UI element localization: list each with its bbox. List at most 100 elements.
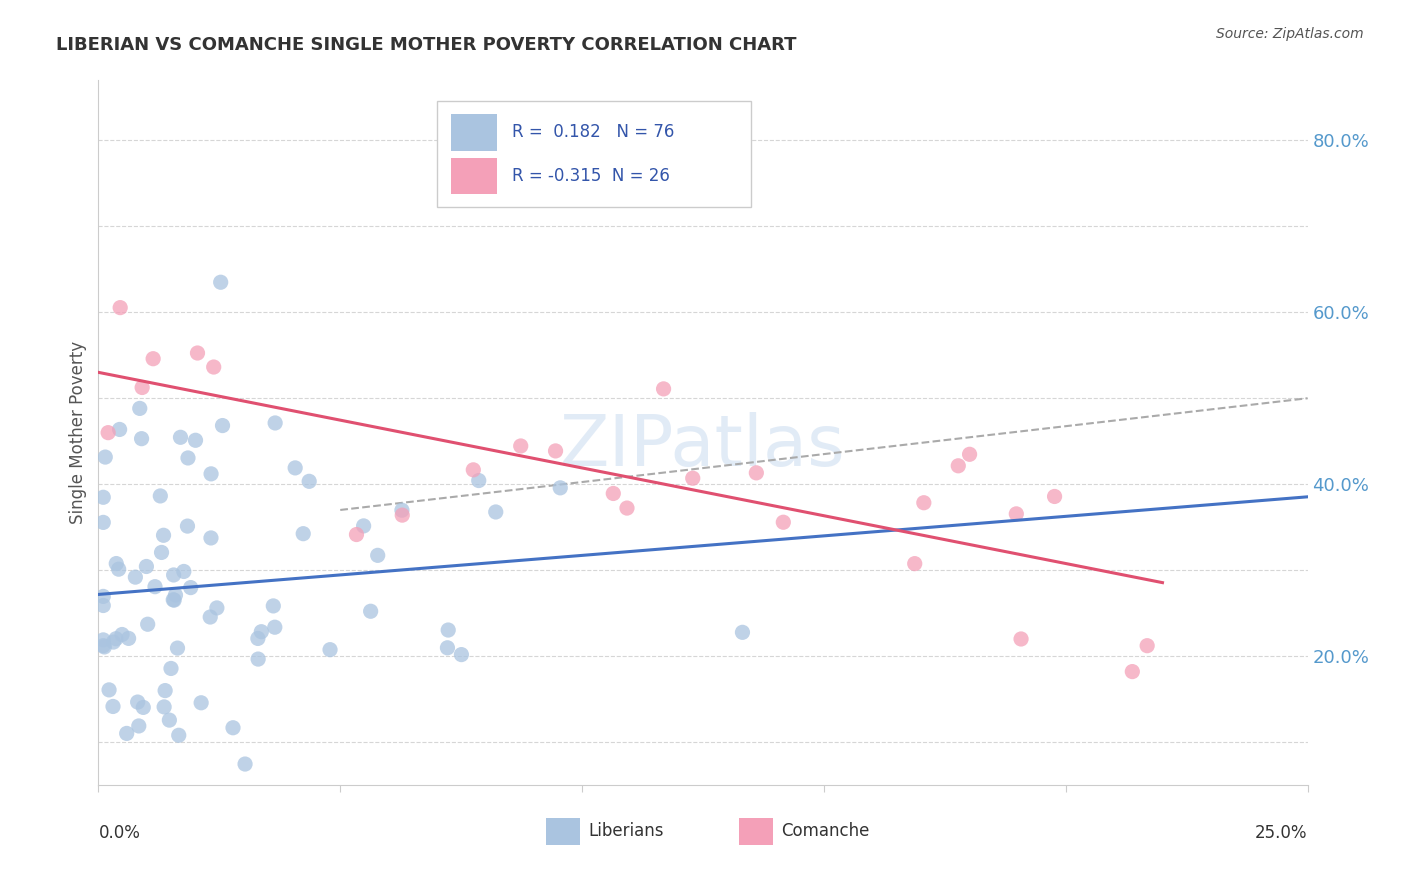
- Point: [127, 695, 149, 709]
- Point: [128, 401, 150, 416]
- Point: [391, 503, 413, 517]
- Point: [731, 625, 754, 640]
- Point: [485, 505, 508, 519]
- FancyBboxPatch shape: [437, 102, 751, 207]
- Point: [463, 463, 485, 477]
- Point: [367, 549, 389, 563]
- Point: [98, 682, 121, 697]
- Point: [436, 640, 458, 655]
- Point: [222, 721, 245, 735]
- Point: [97, 425, 120, 440]
- Point: [132, 700, 155, 714]
- Point: [209, 275, 232, 289]
- Point: [246, 632, 269, 646]
- Point: [200, 531, 222, 545]
- Bar: [740, 818, 773, 845]
- Point: [200, 610, 222, 624]
- Point: [91, 490, 114, 504]
- Point: [173, 565, 195, 579]
- Point: [91, 639, 114, 653]
- Point: [136, 617, 159, 632]
- Point: [450, 648, 472, 662]
- Point: [124, 570, 146, 584]
- Point: [250, 624, 273, 639]
- Point: [94, 450, 117, 464]
- Point: [165, 588, 187, 602]
- Point: [1005, 507, 1028, 521]
- Point: [91, 599, 114, 613]
- Bar: [546, 818, 579, 845]
- Point: [180, 581, 202, 595]
- Point: [912, 496, 935, 510]
- Point: [162, 592, 184, 607]
- Point: [103, 635, 125, 649]
- Point: [509, 439, 531, 453]
- Y-axis label: Single Mother Poverty: Single Mother Poverty: [69, 341, 87, 524]
- Point: [1043, 490, 1066, 504]
- Point: [205, 601, 228, 615]
- Point: [682, 471, 704, 485]
- Point: [1121, 665, 1143, 679]
- Point: [91, 590, 114, 604]
- Point: [1136, 639, 1159, 653]
- Point: [959, 447, 981, 461]
- Point: [745, 466, 768, 480]
- Point: [772, 515, 794, 529]
- Point: [163, 593, 186, 607]
- Point: [264, 416, 287, 430]
- Point: [143, 580, 166, 594]
- Point: [948, 458, 970, 473]
- Point: [247, 652, 270, 666]
- Text: R =  0.182   N = 76: R = 0.182 N = 76: [512, 123, 675, 141]
- Point: [128, 719, 150, 733]
- Point: [319, 642, 342, 657]
- Point: [211, 418, 233, 433]
- Text: LIBERIAN VS COMANCHE SINGLE MOTHER POVERTY CORRELATION CHART: LIBERIAN VS COMANCHE SINGLE MOTHER POVER…: [56, 36, 797, 54]
- Point: [150, 545, 173, 559]
- Point: [602, 486, 624, 500]
- Point: [157, 713, 180, 727]
- Point: [186, 346, 208, 360]
- Point: [184, 434, 207, 448]
- Point: [142, 351, 165, 366]
- Point: [544, 444, 567, 458]
- Point: [107, 562, 129, 576]
- Point: [437, 623, 460, 637]
- Point: [131, 432, 153, 446]
- Point: [115, 726, 138, 740]
- Point: [169, 430, 191, 444]
- Point: [904, 557, 927, 571]
- Point: [298, 475, 321, 489]
- Point: [190, 696, 212, 710]
- Point: [202, 359, 225, 374]
- Point: [292, 526, 315, 541]
- Point: [468, 474, 491, 488]
- Point: [1010, 632, 1032, 646]
- Bar: [451, 158, 498, 194]
- Text: 25.0%: 25.0%: [1256, 823, 1308, 842]
- Text: Liberians: Liberians: [588, 822, 664, 840]
- Point: [101, 699, 124, 714]
- Point: [108, 422, 131, 436]
- Point: [167, 728, 190, 742]
- Point: [346, 527, 368, 541]
- Point: [177, 450, 200, 465]
- Point: [176, 519, 198, 533]
- Point: [262, 599, 284, 613]
- Point: [391, 508, 413, 523]
- Point: [548, 481, 571, 495]
- Point: [131, 380, 153, 394]
- Point: [153, 683, 176, 698]
- Text: R = -0.315  N = 26: R = -0.315 N = 26: [512, 167, 669, 186]
- Point: [135, 559, 157, 574]
- Point: [200, 467, 222, 481]
- Text: 0.0%: 0.0%: [98, 823, 141, 842]
- Point: [360, 604, 382, 618]
- Point: [153, 700, 176, 714]
- Point: [263, 620, 285, 634]
- Point: [152, 528, 174, 542]
- Point: [616, 501, 638, 516]
- Text: ZIPatlas: ZIPatlas: [560, 412, 846, 481]
- Text: Comanche: Comanche: [782, 822, 870, 840]
- Point: [117, 632, 139, 646]
